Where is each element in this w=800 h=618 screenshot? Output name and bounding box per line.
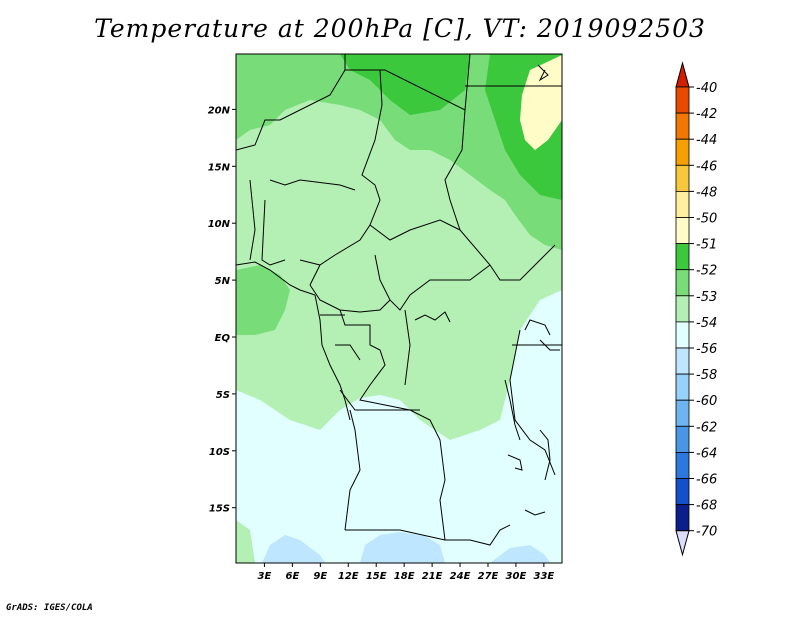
lon-tick-label: 3E: [258, 571, 272, 582]
lat-tick-label: EQ: [215, 333, 231, 344]
lon-tick-label: 18E: [394, 571, 415, 582]
colorbar-swatch: [675, 112, 690, 140]
colorbar-level-label: -46: [696, 159, 717, 174]
colorbar-swatch: [675, 164, 690, 192]
lon-tick-label: 30E: [506, 571, 527, 582]
lon-tick-label: 6E: [285, 571, 299, 582]
field-region-52-patch: [238, 180, 360, 250]
colorbar-level-label: -70: [696, 525, 717, 540]
colorbar-bottom-arrow: [675, 530, 690, 557]
colorbar-swatch: [675, 373, 690, 401]
colorbar-level-label: -44: [696, 133, 717, 148]
colorbar-swatch: [675, 425, 690, 453]
lat-tick-label: 15N: [208, 162, 231, 173]
longitude-axis: 3E 6E 9E 12E 15E 18E 21E 24E 27E 30E 33E: [258, 563, 554, 582]
lat-tick-label: 5S: [216, 390, 230, 401]
colorbar-swatch: [675, 86, 690, 114]
colorbar-swatch: [675, 451, 690, 479]
field-region-50: [520, 55, 562, 150]
colorbar-swatch: [675, 295, 690, 323]
field-region-51: [340, 54, 470, 115]
colorbar-level-label: -48: [696, 185, 717, 200]
colorbar-level-label: -54: [696, 316, 717, 331]
field-region-56-south: [360, 532, 445, 563]
temperature-field: [236, 54, 562, 563]
colorbar-level-label: -51: [696, 238, 717, 253]
field-region-52-west: [236, 265, 290, 335]
colorbar-level-label: -42: [696, 107, 717, 122]
lat-tick-label: 10N: [208, 219, 231, 230]
lon-tick-label: 33E: [533, 571, 554, 582]
lat-tick-label: 5N: [215, 276, 231, 287]
colorbar-swatch: [675, 138, 690, 166]
colorbar-swatch: [675, 399, 690, 427]
lon-tick-label: 24E: [450, 571, 471, 582]
latitude-axis: 20N 15N 10N 5N EQ 5S 10S 15S: [208, 105, 236, 515]
grads-credit: GrADS: IGES/COLA: [6, 603, 93, 613]
field-region-52-north: [236, 54, 562, 250]
colorbar-level-label: -40: [696, 81, 717, 96]
colorbar-level-label: -64: [696, 446, 717, 461]
colorbar-swatch: [675, 217, 690, 245]
chart-title: Temperature at 200hPa [C], VT: 201909250…: [94, 14, 706, 43]
colorbar-level-label: -60: [696, 394, 717, 409]
field-region-53-sw: [236, 520, 255, 563]
lon-tick-label: 9E: [313, 571, 327, 582]
colorbar-swatch: [675, 347, 690, 375]
coastlines: [236, 64, 560, 516]
lon-tick-label: 12E: [338, 571, 359, 582]
field-region-56-se: [490, 545, 550, 563]
country-borders: [236, 54, 562, 546]
colorbar-level-label: -50: [696, 212, 717, 227]
lon-tick-label: 21E: [422, 571, 443, 582]
colorbar-level-label: -56: [696, 342, 717, 357]
colorbar-level-label: -52: [696, 264, 717, 279]
lat-tick-label: 20N: [208, 105, 231, 116]
colorbar-level-label: -68: [696, 499, 717, 514]
colorbar-level-label: -53: [696, 290, 717, 305]
colorbar-top-arrow: [675, 61, 690, 88]
lat-tick-label: 10S: [209, 447, 230, 458]
lat-tick-label: 15S: [209, 504, 230, 515]
colorbar-swatch: [675, 478, 690, 506]
colorbar-swatch: [675, 504, 690, 532]
map-frame: [235, 53, 563, 564]
lon-tick-label: 15E: [366, 571, 387, 582]
colorbar-swatch: [675, 269, 690, 297]
colorbar-level-label: -58: [696, 368, 717, 383]
lon-tick-label: 27E: [478, 571, 499, 582]
colorbar-swatch: [675, 321, 690, 349]
colorbar-level-label: -62: [696, 420, 717, 435]
colorbar-level-label: -66: [696, 473, 717, 488]
field-region-56-sw: [262, 535, 325, 563]
colorbar-swatch: [675, 243, 690, 271]
colorbar-swatch: [675, 190, 690, 218]
